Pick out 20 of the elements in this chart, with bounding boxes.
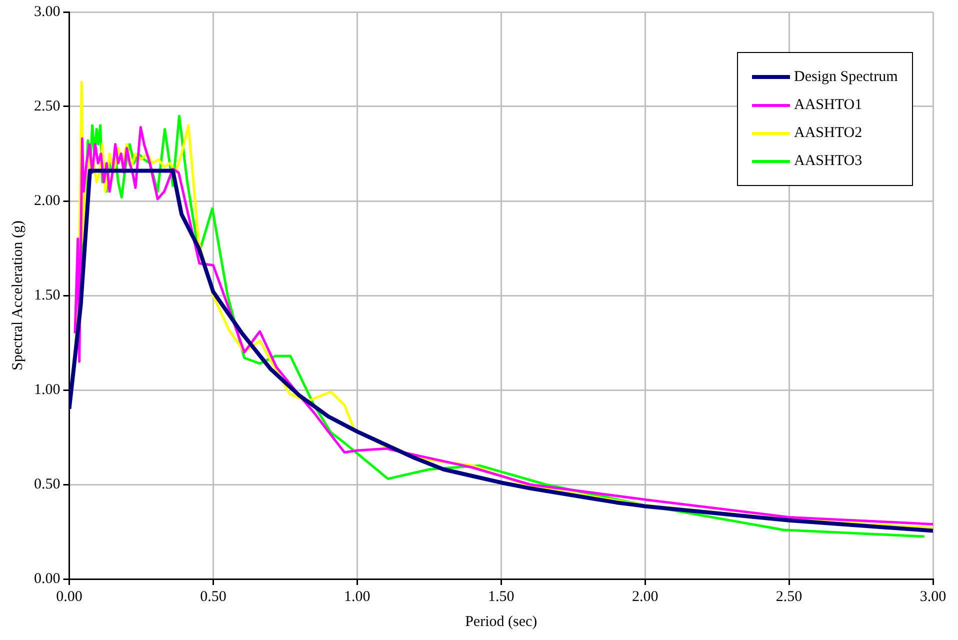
y-tick-label: 1.50 [34,287,60,304]
x-tick-label: 3.00 [920,588,946,605]
y-tick-label: 3.00 [34,4,60,20]
y-tick-label: 0.50 [34,476,60,492]
x-tick-label: 2.50 [776,588,802,605]
x-axis-title: Period (sec) [465,614,538,630]
legend-label: AASHTO3 [794,152,862,170]
y-tick-label: 2.00 [34,192,60,209]
x-tick-label: 2.00 [632,588,658,605]
x-tick-label: 0.00 [56,588,82,605]
y-tick-label: 0.00 [34,570,60,587]
legend-label: Design Spectrum [794,68,898,86]
legend-label: AASHTO2 [794,124,862,142]
legend-label: AASHTO1 [794,96,862,114]
x-tick-label: 0.50 [200,588,226,605]
y-tick-label: 1.00 [34,382,60,398]
y-tick-label: 2.50 [34,98,60,114]
y-axis-title: Spectral Acceleration (g) [10,220,26,370]
x-tick-label: 1.00 [344,588,370,605]
x-tick-label: 1.50 [488,588,514,605]
